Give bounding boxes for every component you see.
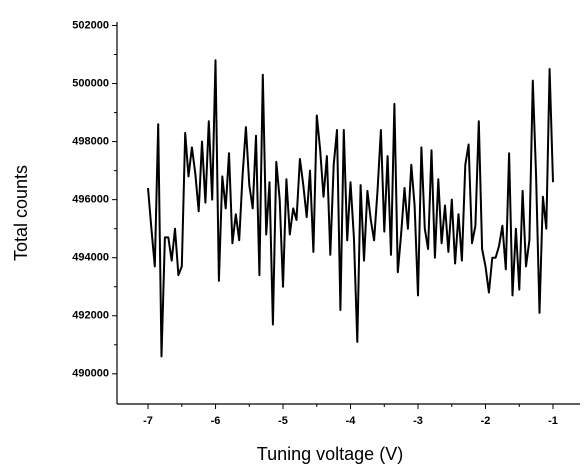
y-tick-label: 496000 (72, 194, 109, 206)
y-tick-label: 498000 (72, 135, 109, 147)
y-axis-title: Total counts (11, 165, 31, 261)
x-tick-label: -4 (346, 415, 357, 427)
y-tick-label: 490000 (72, 368, 109, 380)
x-tick-label: -1 (548, 415, 558, 427)
x-tick-label: -3 (413, 415, 423, 427)
x-axis-title: Tuning voltage (V) (257, 444, 403, 464)
y-tick-label: 492000 (72, 310, 109, 322)
y-tick-label: 494000 (72, 252, 109, 264)
y-tick-label: 500000 (72, 77, 109, 89)
x-tick-label: -2 (481, 415, 491, 427)
x-tick-label: -5 (278, 415, 288, 427)
x-tick-label: -6 (211, 415, 221, 427)
data-line (147, 59, 554, 358)
x-tick-label: -7 (143, 415, 153, 427)
y-tick-label: 502000 (72, 19, 109, 31)
